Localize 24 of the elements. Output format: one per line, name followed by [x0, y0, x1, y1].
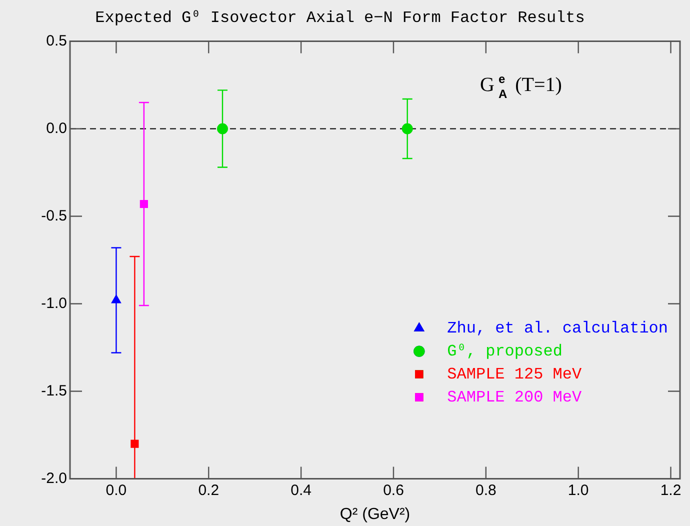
legend-label: SAMPLE 200 MeV	[447, 388, 582, 407]
x-tick-label: 0.8	[475, 482, 496, 499]
point	[402, 123, 413, 134]
x-axis-title: Q² (GeV²)	[340, 506, 410, 523]
point	[130, 440, 139, 448]
y-tick-label: -1.0	[41, 294, 67, 312]
point	[217, 123, 228, 134]
x-tick-label: 1.2	[660, 482, 682, 499]
point	[140, 200, 148, 208]
y-tick-label: -1.5	[41, 382, 67, 400]
x-tick-label: 0.0	[106, 482, 127, 499]
chart-title: Expected G⁰ Isovector Axial e−N Form Factor Results	[95, 8, 585, 27]
x-tick-label: 1.0	[568, 482, 589, 499]
x-tick-label: 0.2	[198, 482, 220, 499]
y-tick-label: 0.5	[46, 32, 67, 50]
y-tick-label: -0.5	[41, 207, 67, 224]
y-tick-label: 0.0	[46, 120, 67, 137]
x-tick-label: 0.4	[290, 482, 312, 499]
legend-label: Zhu, et al. calculation	[447, 320, 668, 338]
legend-label: SAMPLE 125 MeV	[447, 366, 582, 384]
x-tick-label: 0.6	[383, 482, 404, 499]
legend-label: G⁰, proposed	[447, 342, 562, 361]
point	[111, 294, 122, 304]
y-tick-label: -2.0	[41, 470, 67, 487]
